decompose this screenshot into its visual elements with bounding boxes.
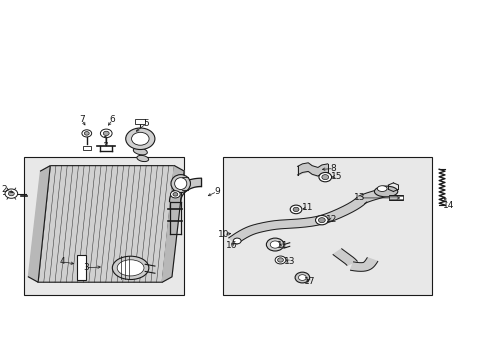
Circle shape — [315, 216, 327, 225]
Circle shape — [294, 272, 309, 283]
Circle shape — [298, 275, 305, 280]
Circle shape — [292, 207, 298, 212]
Circle shape — [277, 258, 283, 262]
Text: 6: 6 — [109, 115, 115, 124]
Circle shape — [289, 205, 301, 214]
Bar — [23, 157, 184, 295]
Text: 13: 13 — [284, 257, 295, 266]
Text: 9: 9 — [214, 187, 220, 196]
Circle shape — [318, 218, 325, 223]
Circle shape — [84, 132, 89, 135]
Circle shape — [173, 193, 178, 196]
Circle shape — [125, 128, 155, 149]
Ellipse shape — [137, 156, 148, 162]
Text: 5: 5 — [143, 119, 149, 128]
Text: 1: 1 — [103, 136, 109, 145]
Polygon shape — [332, 249, 356, 265]
Circle shape — [270, 241, 280, 248]
Circle shape — [318, 172, 331, 182]
Ellipse shape — [171, 175, 190, 193]
Bar — [388, 195, 402, 201]
Text: 10: 10 — [217, 230, 229, 239]
Circle shape — [5, 189, 18, 198]
Bar — [77, 255, 85, 280]
Circle shape — [100, 129, 112, 138]
Ellipse shape — [133, 148, 147, 155]
Polygon shape — [28, 166, 50, 282]
Bar — [223, 157, 431, 295]
Ellipse shape — [174, 178, 186, 189]
Circle shape — [8, 192, 14, 196]
Polygon shape — [228, 197, 366, 244]
Ellipse shape — [374, 186, 397, 197]
Circle shape — [275, 256, 285, 264]
Text: 15: 15 — [330, 172, 342, 181]
Polygon shape — [358, 188, 389, 203]
Circle shape — [321, 175, 328, 180]
Polygon shape — [162, 166, 184, 282]
Circle shape — [103, 131, 109, 135]
Circle shape — [170, 191, 180, 198]
Text: 3: 3 — [83, 264, 88, 273]
Text: 13: 13 — [353, 193, 365, 202]
Bar — [83, 146, 90, 149]
Text: 4: 4 — [60, 257, 65, 266]
Circle shape — [82, 130, 91, 137]
Text: 11: 11 — [277, 241, 288, 250]
Ellipse shape — [117, 260, 143, 276]
Text: 7: 7 — [79, 115, 84, 124]
Bar — [135, 120, 145, 124]
Polygon shape — [38, 166, 174, 282]
Text: 2: 2 — [1, 185, 7, 194]
Text: 8: 8 — [330, 164, 336, 173]
Ellipse shape — [112, 256, 148, 279]
Text: 11: 11 — [301, 203, 312, 212]
Text: 12: 12 — [325, 215, 337, 224]
Circle shape — [233, 238, 241, 244]
Text: 16: 16 — [225, 241, 237, 250]
Circle shape — [266, 238, 284, 251]
Text: 17: 17 — [304, 276, 315, 285]
Polygon shape — [350, 258, 377, 271]
Text: 14: 14 — [442, 201, 453, 210]
Ellipse shape — [377, 186, 386, 192]
Bar — [388, 197, 402, 199]
Circle shape — [131, 132, 149, 145]
